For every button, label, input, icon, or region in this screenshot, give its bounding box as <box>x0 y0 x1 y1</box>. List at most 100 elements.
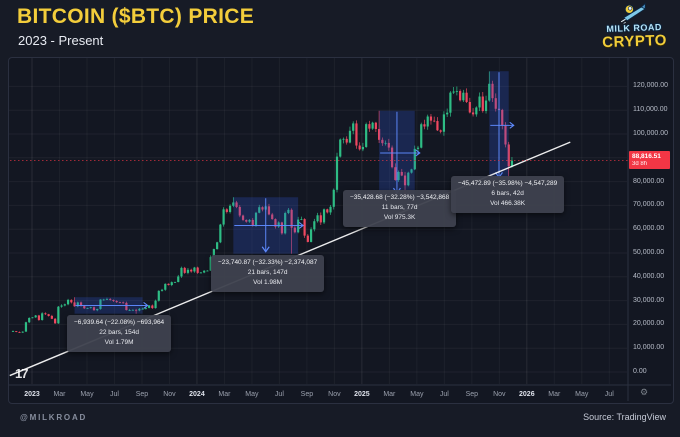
candle-body <box>387 142 390 148</box>
measurement-tooltip: −45,472.89 (−35.98%) −4,547,289 6 bars, 4… <box>451 176 565 213</box>
candle-body <box>361 146 365 150</box>
measurement-tooltip: −35,428.68 (−32.28%) −3,542,868 11 bars, … <box>343 190 457 227</box>
candle-body <box>335 156 339 190</box>
candle-body <box>293 227 296 233</box>
candle-body <box>488 83 491 101</box>
time-axis-label: Jul <box>109 391 119 398</box>
candle-body <box>251 219 254 226</box>
arrow-right-icon <box>143 302 149 309</box>
candle-body <box>416 147 420 149</box>
candle-body <box>73 302 76 307</box>
candle-body <box>21 331 24 333</box>
candle-body <box>131 309 134 311</box>
candle-body <box>11 331 15 332</box>
candle-body <box>397 171 400 181</box>
candle-body <box>309 229 313 242</box>
candle-body <box>481 96 484 112</box>
candle-body <box>322 209 326 223</box>
candle-body <box>510 160 514 167</box>
candle-body <box>151 305 154 309</box>
candle-body <box>274 219 277 227</box>
candle-body <box>413 148 416 170</box>
candle-body <box>144 307 147 309</box>
candle-body <box>475 107 478 115</box>
candle-body <box>96 308 99 311</box>
candle-body <box>57 306 60 324</box>
candle-body <box>105 299 109 300</box>
measurement-volume: Vol 1.98M <box>253 279 283 286</box>
settings-icon[interactable]: ⚙ <box>640 387 649 397</box>
time-axis-label: May <box>410 391 424 398</box>
candle-body <box>128 310 131 311</box>
candle-body <box>216 242 219 250</box>
measurement-tooltip: −6,939.64 (−22.08%) −693,964 22 bars, 154… <box>67 315 172 352</box>
candle-body <box>86 308 89 309</box>
time-axis-label: May <box>575 391 589 398</box>
candle-body <box>199 272 203 274</box>
candle-body <box>83 306 86 309</box>
candle-body <box>468 101 471 113</box>
bar-close-countdown: 3d 8h <box>632 160 648 167</box>
price-axis-label: 70,000.00 <box>633 201 665 209</box>
candle-body <box>37 315 41 320</box>
time-axis-label: Nov <box>493 391 506 398</box>
candle-body <box>420 124 423 148</box>
candle-body <box>319 215 322 223</box>
candle-body <box>79 302 83 307</box>
candle-body <box>277 222 280 227</box>
candle-body <box>306 235 309 242</box>
measurement-volume: Vol 466.38K <box>490 200 526 207</box>
candle-body <box>219 224 222 243</box>
tradingview-watermark-icon[interactable]: 17 <box>15 366 29 381</box>
candle-body <box>180 267 183 277</box>
candle-body <box>18 332 21 333</box>
candle-body <box>141 308 144 310</box>
measurement-change: −6,939.64 (−22.08%) −693,964 <box>74 319 165 326</box>
price-axis-label: 50,000.00 <box>633 249 665 256</box>
candle-body <box>238 206 241 216</box>
candle-body <box>92 307 96 311</box>
candle-body <box>442 114 446 132</box>
candle-body <box>342 138 345 140</box>
page-title: BITCOIN ($BTC) PRICE <box>17 5 254 28</box>
candle-body <box>164 283 167 290</box>
time-axis-label: 2024 <box>189 391 205 398</box>
candle-body <box>190 269 193 272</box>
footer-source: Source: TradingView <box>583 412 666 422</box>
candle-body <box>478 96 481 108</box>
time-axis-label: 2023 <box>24 391 40 398</box>
candle-body <box>167 283 170 286</box>
candle-body <box>368 124 371 129</box>
candle-body <box>222 209 225 225</box>
candle-body <box>122 302 125 304</box>
candle-body <box>280 222 284 234</box>
candle-body <box>70 299 73 303</box>
candle-body <box>63 304 66 306</box>
candle-body <box>41 313 44 320</box>
candle-body <box>433 120 436 122</box>
candle-body <box>267 206 271 215</box>
time-axis-label: Mar <box>383 391 396 398</box>
time-axis-label: May <box>80 391 94 398</box>
time-axis-label: Nov <box>163 391 176 398</box>
arrow-right-icon <box>298 222 305 229</box>
candle-body <box>459 91 462 101</box>
measurement-change: −35,428.68 (−32.28%) −3,542,868 <box>350 194 450 201</box>
time-axis-label: 2026 <box>519 391 535 398</box>
candle-body <box>452 91 455 93</box>
candle-body <box>154 300 157 309</box>
arrow-right-icon <box>509 121 515 129</box>
arrow-down-icon <box>261 246 270 253</box>
candle-body <box>44 313 47 315</box>
candle-body <box>15 331 18 333</box>
candle-body <box>112 300 115 301</box>
candle-body <box>365 124 368 147</box>
candle-body <box>248 219 251 222</box>
price-axis-label: 120,000.00 <box>633 82 669 90</box>
candle-body <box>303 219 306 236</box>
candle-body <box>102 299 105 301</box>
candle-body <box>352 123 355 131</box>
candle-body <box>332 189 335 207</box>
